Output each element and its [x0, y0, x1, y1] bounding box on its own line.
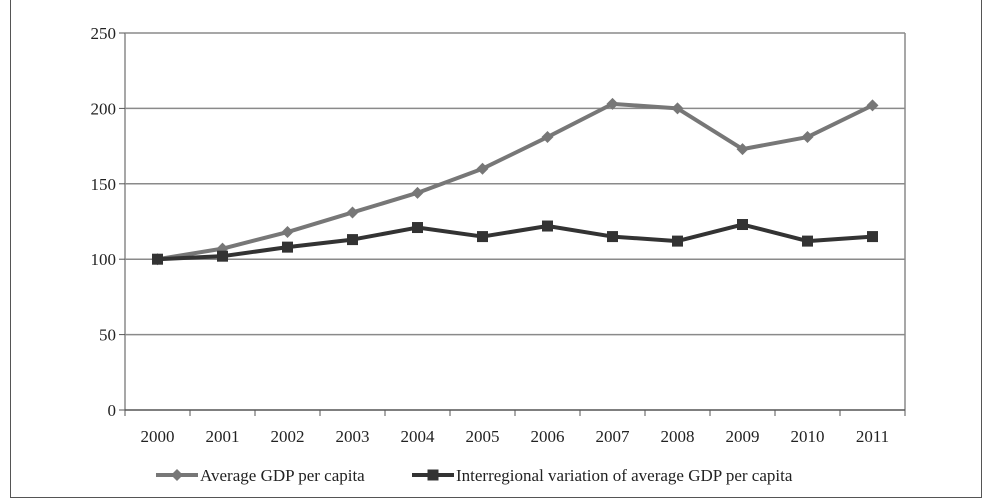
- grid-lines: [125, 32, 905, 336]
- x-tick-label: 2003: [336, 427, 370, 446]
- series-2: [152, 219, 878, 265]
- series-1: [151, 97, 879, 266]
- x-tick-label: 2008: [661, 427, 695, 446]
- y-tick-label: 250: [91, 24, 117, 43]
- data-point-2-2009: [737, 219, 748, 231]
- data-point-2-2010: [802, 235, 813, 247]
- x-tick-label: 2010: [791, 427, 825, 446]
- x-tick-label: 2001: [206, 427, 240, 446]
- legend-label: Interregional variation of average GDP p…: [456, 466, 793, 485]
- series-line-2: [157, 222, 873, 262]
- x-tick-label: 2000: [141, 427, 175, 446]
- y-tick-label: 100: [91, 250, 117, 269]
- legend-label: Average GDP per capita: [200, 466, 365, 485]
- series-group: [151, 97, 879, 266]
- x-tick-label: 2002: [271, 427, 305, 446]
- data-point-2-2004: [412, 222, 423, 234]
- data-point-1-2005: [476, 162, 489, 175]
- legend-marker: [427, 469, 439, 481]
- chart-frame: [10, 0, 982, 498]
- legend: Average GDP per capita Interregional vari…: [156, 466, 793, 485]
- x-tick-label: 2009: [726, 427, 760, 446]
- data-point-1-2002: [281, 226, 294, 239]
- data-point-1-2003: [346, 206, 359, 219]
- data-point-2-2006: [542, 220, 553, 232]
- data-point-2-2003: [347, 234, 358, 246]
- x-axis-ticks: 2000 2001 2002 2003 2004 2005 2006 2007 2008 2009…: [124, 410, 906, 446]
- x-tick-label: 2011: [856, 427, 889, 446]
- data-point-1-2007: [606, 97, 619, 110]
- legend-marker: [171, 469, 183, 481]
- data-point-2-2001: [217, 250, 228, 262]
- y-axis-ticks: 0 50 100 150 200 250: [91, 24, 125, 420]
- y-tick-label: 150: [91, 175, 117, 194]
- data-point-1-2010: [801, 131, 814, 144]
- data-point-2-2005: [477, 231, 488, 243]
- data-point-1-2004: [411, 186, 424, 199]
- x-tick-label: 2007: [596, 427, 631, 446]
- data-point-1-2011: [866, 99, 879, 112]
- x-tick-label: 2006: [531, 427, 565, 446]
- series-line-1: [157, 101, 874, 262]
- legend-item-2: Interregional variation of average GDP p…: [412, 466, 793, 485]
- y-tick-label: 0: [108, 401, 117, 420]
- data-point-2-2002: [282, 241, 293, 253]
- x-tick-label: 2004: [401, 427, 436, 446]
- data-point-1-2008: [671, 102, 684, 115]
- data-point-1-2009: [736, 143, 749, 156]
- y-tick-label: 200: [91, 99, 117, 118]
- data-point-2-2000: [152, 253, 163, 265]
- data-point-2-2011: [867, 231, 878, 243]
- legend-item-1: Average GDP per capita: [156, 466, 365, 485]
- data-point-2-2008: [672, 235, 683, 247]
- data-point-1-2006: [541, 131, 554, 144]
- y-tick-label: 50: [99, 326, 116, 345]
- data-point-2-2007: [607, 231, 618, 243]
- x-tick-label: 2005: [466, 427, 500, 446]
- axes: [124, 33, 906, 411]
